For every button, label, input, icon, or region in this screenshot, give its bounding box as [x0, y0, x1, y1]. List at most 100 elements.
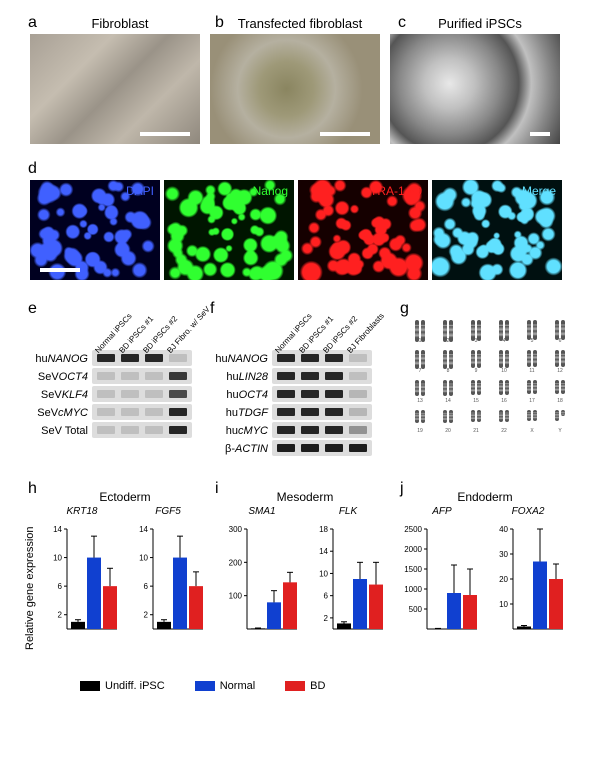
bar-normal — [353, 579, 367, 629]
gel-row-label: hu cMYC — [226, 422, 268, 440]
bar-normal — [87, 558, 101, 629]
chart-gene-name: SMA1 — [248, 506, 275, 517]
chromosome-label: 5 — [531, 338, 534, 344]
svg-text:14: 14 — [53, 525, 62, 534]
panel-title-a: Fibroblast — [40, 16, 200, 31]
gel-band — [349, 390, 367, 398]
bar-bd — [103, 586, 117, 629]
chromosome-label: 3 — [475, 338, 478, 344]
bar-undiff — [337, 623, 351, 629]
gel-band — [97, 372, 115, 380]
gel-band — [301, 408, 319, 416]
y-axis-label: Relative gene expression — [24, 526, 36, 650]
gel-band-row — [272, 350, 372, 366]
legend-label-undiff: Undiff. iPSC — [105, 680, 165, 692]
chromosome-pair: 11 — [522, 350, 542, 374]
chromosome-label: 16 — [501, 398, 507, 404]
bar-bd — [369, 585, 383, 629]
gel-band — [349, 426, 367, 434]
chromosome-label: 10 — [501, 368, 507, 374]
svg-text:2000: 2000 — [404, 545, 422, 554]
gel-row-label: SeV OCT4 — [38, 368, 88, 386]
gel-row-label: hu NANOG — [35, 350, 88, 368]
svg-text:40: 40 — [499, 525, 508, 534]
panel-label-g: g — [400, 300, 409, 318]
bar-bd — [549, 579, 563, 629]
panel-title-c: Purified iPSCs — [395, 16, 565, 31]
svg-text:200: 200 — [229, 558, 243, 567]
gel-band — [349, 444, 367, 452]
chart: FGF5261014 — [129, 506, 207, 642]
transfected-fibroblast-image — [210, 34, 380, 144]
gel-band-row — [92, 368, 192, 384]
gel-band — [169, 390, 187, 398]
chromosome-label: 6 — [559, 338, 562, 344]
bar-normal — [173, 558, 187, 629]
svg-text:10: 10 — [53, 554, 62, 563]
svg-text:6: 6 — [324, 592, 329, 601]
gel-band — [301, 426, 319, 434]
chromosome-pair: 15 — [466, 380, 486, 404]
svg-text:18: 18 — [319, 525, 328, 534]
chromosome-pair: 17 — [522, 380, 542, 404]
svg-text:20: 20 — [499, 575, 508, 584]
chart-gene-name: AFP — [432, 506, 451, 517]
chromosome-label: 12 — [557, 368, 563, 374]
chromosome-label: 14 — [445, 398, 451, 404]
bar-undiff — [71, 622, 85, 629]
gel-band — [325, 426, 343, 434]
gel-band — [97, 408, 115, 416]
svg-text:2: 2 — [58, 611, 63, 620]
chromosome-label: 2 — [447, 338, 450, 344]
fluo-merge-label: Merge — [522, 184, 556, 198]
gel-band-row — [272, 440, 372, 456]
gel-band — [169, 426, 187, 434]
chromosome-label: 22 — [501, 428, 507, 434]
chromosome-label: 13 — [417, 398, 423, 404]
gel-band — [145, 408, 163, 416]
svg-text:14: 14 — [319, 547, 328, 556]
svg-text:30: 30 — [499, 550, 508, 559]
panel-label-a: a — [28, 14, 37, 32]
gel-band — [325, 390, 343, 398]
panel-label-d: d — [28, 160, 37, 178]
fluo-nanog-label: Nanog — [253, 184, 288, 198]
chromosome-pair: 8 — [438, 350, 458, 374]
chromosome-pair: 4 — [494, 320, 514, 344]
gel-band — [145, 426, 163, 434]
svg-text:2500: 2500 — [404, 525, 422, 534]
legend-bd: BD — [285, 680, 325, 692]
bar-undiff — [157, 622, 171, 629]
fluo-merge-image: Merge — [432, 180, 562, 280]
gel-band — [325, 372, 343, 380]
gel-band — [169, 408, 187, 416]
chromosome-pair: 2 — [438, 320, 458, 344]
gel-row-label: hu OCT4 — [226, 386, 268, 404]
gel-band — [121, 390, 139, 398]
chart-section-endoderm: Endoderm AFP5001000150020002500FOXA21020… — [400, 490, 570, 642]
fluo-dapi-image: DAPI — [30, 180, 160, 280]
karyotype-grid: 12345678910111213141516171819202122XY — [410, 320, 570, 434]
bar-chart: 261014 — [129, 517, 207, 637]
scalebar-a — [140, 132, 190, 136]
chromosome-label: 15 — [473, 398, 479, 404]
gel-band — [277, 408, 295, 416]
chromosome-label: 7 — [419, 368, 422, 374]
gel-row-label: SeV Total — [41, 422, 88, 440]
gel-band-row — [272, 386, 372, 402]
svg-text:1000: 1000 — [404, 585, 422, 594]
gel-e-row-labels: hu NANOGSeV OCT4SeV KLF4SeV cMYCSeV Tota… — [18, 350, 88, 440]
gel-band-row — [272, 368, 372, 384]
gel-band — [325, 408, 343, 416]
gel-e-bands — [92, 350, 192, 440]
chromosome-label: Y — [558, 428, 561, 434]
chart-title-j: Endoderm — [457, 490, 512, 504]
svg-text:6: 6 — [144, 582, 149, 591]
panel-label-i: i — [215, 480, 219, 498]
chromosome-pair: 1 — [410, 320, 430, 344]
chromosome-pair: X — [522, 410, 542, 434]
gel-band — [277, 444, 295, 452]
panel-title-b: Transfected fibroblast — [215, 16, 385, 31]
bar-normal — [447, 593, 461, 629]
fluo-nanog-image: Nanog — [164, 180, 294, 280]
